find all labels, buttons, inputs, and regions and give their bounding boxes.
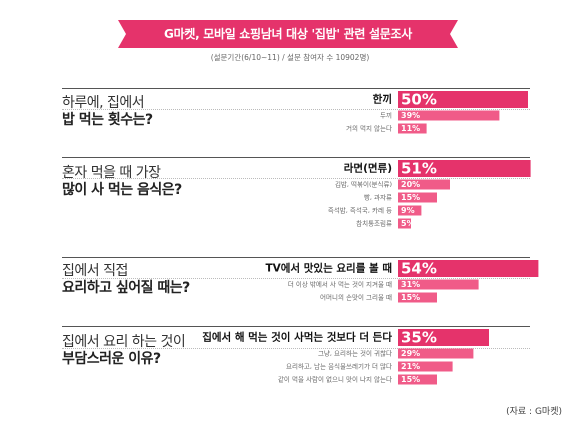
- value-label-q2-4: 9%: [401, 206, 415, 215]
- bar-q2-4: [398, 205, 422, 216]
- question-3: 집에서 직접 요리하고 싶어질 때는?: [62, 263, 362, 297]
- category-label-q4-1: 집에서 해 먹는 것이 사먹는 것보다 더 든다: [202, 331, 392, 344]
- title-banner-shape: [118, 20, 458, 48]
- bar-q1-3: [398, 123, 427, 134]
- category-label-q1-1: 한끼: [373, 93, 392, 106]
- bar-q2-5: [398, 218, 411, 229]
- section-1-divider: [62, 109, 530, 110]
- value-label-q3-1: 54%: [401, 260, 437, 278]
- value-label-q1-1: 50%: [401, 91, 437, 109]
- category-label-q2-4: 즉석밥, 즉석국, 카레 등: [328, 206, 392, 215]
- category-label-q2-3: 빵, 과자류: [364, 193, 392, 202]
- bar-q2-3: [398, 192, 437, 203]
- value-label-q4-2: 29%: [401, 349, 420, 358]
- question-3-line2: 요리하고 싶어질 때는?: [62, 280, 190, 296]
- value-label-q4-4: 15%: [401, 375, 420, 384]
- bar-q4-3: [398, 361, 453, 372]
- section-4-divider: [62, 348, 530, 349]
- question-1: 하루에, 집에서 밥 먹는 횟수는?: [62, 95, 362, 129]
- section-3-divider: [62, 278, 530, 279]
- bar-q1-1: [398, 91, 528, 108]
- value-label-q3-3: 15%: [401, 293, 420, 302]
- section-1-top-rule: [62, 88, 530, 89]
- category-label-q2-5: 참치통조림류: [356, 219, 392, 228]
- bar-q2-2: [398, 179, 450, 190]
- category-label-q1-3: 거의 먹지 않는다: [346, 124, 392, 133]
- bar-q4-4: [398, 374, 437, 385]
- question-4-line2: 부담스러운 이유?: [62, 351, 161, 367]
- bar-q4-1: [398, 329, 489, 346]
- bar-q3-1: [398, 260, 539, 277]
- question-2: 혼자 먹을 때 가장 많이 사 먹는 음식은?: [62, 165, 362, 199]
- section-2-top-rule: [62, 157, 530, 158]
- question-4-line1: 집에서 요리 하는 것이: [62, 334, 186, 350]
- value-label-q2-2: 20%: [401, 180, 420, 189]
- survey-subtitle: (설문기간(6/10~11) / 설문 참여자 수 10902명): [210, 53, 370, 62]
- bar-q3-3: [398, 292, 437, 303]
- category-label-q3-2: 더 이상 밖에서 사 먹는 것이 지겨울 때: [288, 280, 392, 289]
- value-label-q2-1: 51%: [401, 160, 437, 178]
- bar-q3-2: [398, 279, 479, 290]
- question-2-line1: 혼자 먹을 때 가장: [62, 165, 161, 181]
- page-title: G마켓, 모바일 쇼핑남녀 대상 '집밥' 관련 설문조사: [164, 27, 412, 41]
- value-label-q4-3: 21%: [401, 362, 420, 371]
- bar-q4-2: [398, 348, 474, 359]
- category-label-q4-4: 같이 먹을 사람이 없으니 맛이 나지 않는다: [278, 375, 392, 384]
- question-4: 집에서 요리 하는 것이 부담스러운 이유?: [62, 334, 362, 368]
- question-1-line2: 밥 먹는 횟수는?: [62, 112, 153, 128]
- category-label-q2-2: 김밥, 떡볶이(분식류): [335, 180, 392, 189]
- value-label-q2-3: 15%: [401, 193, 420, 202]
- category-label-q4-3: 요리하고, 남는 음식물쓰레기가 더 많다: [286, 362, 392, 371]
- title-banner: G마켓, 모바일 쇼핑남녀 대상 '집밥' 관련 설문조사: [118, 20, 458, 48]
- category-label-q1-2: 두끼: [380, 111, 392, 120]
- question-1-line1: 하루에, 집에서: [62, 95, 145, 111]
- value-label-q1-3: 11%: [401, 124, 420, 133]
- category-label-q3-1: TV에서 맛있는 요리를 볼 때: [265, 262, 392, 275]
- source-note: (자료 : G마켓): [506, 407, 562, 417]
- value-label-q3-2: 31%: [401, 280, 420, 289]
- value-label-q2-5: 5%: [401, 219, 415, 228]
- question-3-line1: 집에서 직접: [62, 263, 128, 279]
- value-label-q1-2: 39%: [401, 111, 420, 120]
- section-4-top-rule: [62, 326, 530, 327]
- category-label-q4-2: 그냥, 요리하는 것이 귀찮다: [318, 349, 392, 358]
- section-2-divider: [62, 178, 530, 179]
- question-2-line2: 많이 사 먹는 음식은?: [62, 182, 182, 198]
- category-label-q3-3: 어머니의 손맛이 그리울 때: [320, 293, 392, 302]
- value-label-q4-1: 35%: [401, 329, 437, 347]
- bar-q1-2: [398, 110, 500, 121]
- bar-q2-1: [398, 160, 531, 177]
- category-label-q2-1: 라면(면류): [344, 162, 392, 175]
- section-3-top-rule: [62, 257, 530, 258]
